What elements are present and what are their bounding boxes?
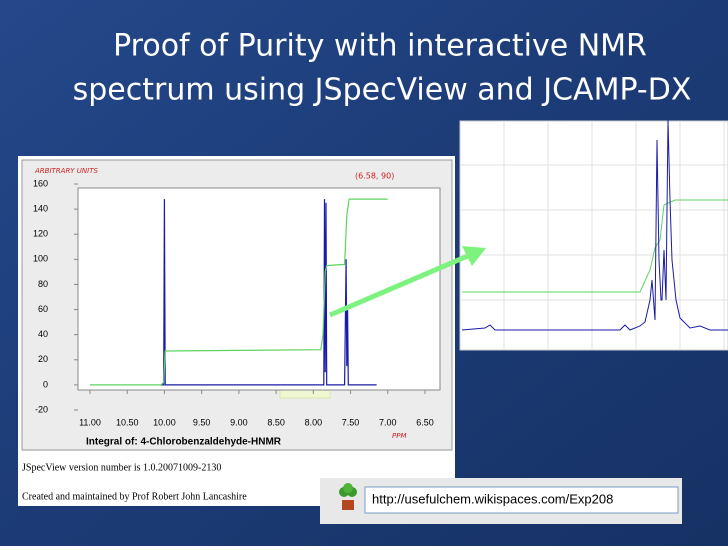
x-axis-label: PPM	[392, 432, 406, 440]
chart-caption: Integral of: 4-Chlorobenzaldehyde-HNMR	[86, 437, 282, 448]
x-tick-label: 9.00	[230, 417, 248, 427]
y-tick-label: 120	[33, 229, 48, 239]
y-tick-label: 80	[38, 279, 48, 289]
x-tick-label: 7.50	[342, 417, 360, 427]
y-tick-label: 160	[33, 178, 48, 188]
x-tick-label: 9.50	[193, 417, 211, 427]
plot: 160 140 120 100 80 60 40 20 0 -20 11.00 10.50 10.00 9…	[33, 178, 441, 427]
url-field	[364, 486, 679, 514]
favicon	[339, 483, 357, 510]
x-tick-label: 10.00	[153, 417, 176, 427]
x-tick-label: 10.50	[116, 417, 139, 427]
x-tick-label: 7.00	[379, 417, 397, 427]
slide-title: spectrum using JSpecView and JCAMP-DX	[73, 73, 692, 108]
credit-text: Created and maintained by Prof Robert Jo…	[22, 491, 247, 502]
coordinate-readout: (6.58, 90)	[355, 172, 394, 181]
x-tick-label: 8.00	[305, 417, 323, 427]
plot-area	[77, 187, 441, 391]
arrow-head	[462, 246, 486, 266]
y-tick-label: 40	[38, 329, 48, 339]
y-tick-label: 140	[33, 203, 48, 213]
zoom-inset	[459, 119, 728, 351]
y-tick-label: 60	[38, 304, 48, 314]
url-text[interactable]: http://usefulchem.wikispaces.com/Exp208	[372, 491, 613, 506]
y-tick-label: 100	[33, 254, 48, 264]
version-text: JSpecView version number is 1.0.20071009…	[22, 462, 221, 473]
y-axis-label: ARBITRARY UNITS	[34, 167, 99, 175]
x-tick-label: 11.00	[79, 417, 101, 427]
series-line	[90, 198, 388, 386]
y-tick-label: 0	[43, 379, 48, 389]
y-tick-label: 20	[38, 354, 48, 364]
x-tick-label: 6.50	[416, 417, 434, 427]
x-tick-label: 8.50	[267, 417, 285, 427]
arrow-shaft	[329, 252, 471, 318]
y-tick-label: -20	[35, 404, 48, 414]
slide-title: Proof of Purity with interactive NMR	[113, 29, 647, 64]
